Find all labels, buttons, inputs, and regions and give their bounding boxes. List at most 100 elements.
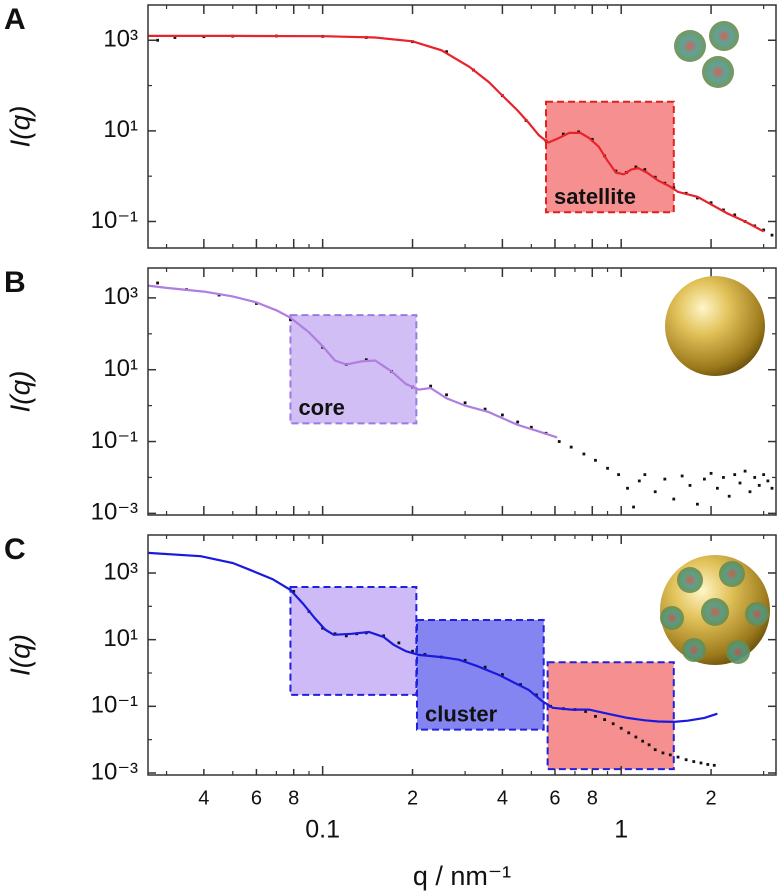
- data-point: [519, 683, 522, 686]
- plot-frame: [147, 267, 777, 516]
- data-point: [344, 634, 348, 638]
- y-tick-label: 10⁻³: [91, 758, 138, 785]
- data-point: [733, 213, 737, 217]
- data-point: [594, 458, 597, 462]
- data-point: [709, 201, 713, 205]
- data-point: [594, 714, 597, 718]
- data-point: [637, 479, 641, 483]
- region-label: cluster: [425, 701, 498, 726]
- fit-curve: [148, 34, 765, 233]
- data-point: [627, 731, 631, 735]
- plot-frame: [147, 4, 777, 249]
- data-point: [715, 486, 719, 490]
- y-tick-label: 10⁻¹: [91, 207, 138, 234]
- data-point: [603, 718, 607, 721]
- y-axis-label: I(q): [4, 634, 35, 676]
- data-point: [692, 760, 696, 763]
- x-tick-label: 4: [497, 787, 508, 809]
- data-point: [757, 484, 761, 487]
- data-point: [743, 469, 747, 473]
- y-axis-label: I(q): [4, 371, 35, 413]
- region-label: core: [298, 395, 344, 420]
- data-point: [699, 761, 703, 765]
- y-tick-label: 10⁻¹: [91, 692, 138, 719]
- data-point: [722, 208, 725, 212]
- panel: satellite 10³ 10¹ 10⁻¹ A I(q): [4, 3, 777, 249]
- y-tick-label: 10³: [103, 558, 138, 585]
- data-point: [561, 132, 565, 136]
- data-point: [684, 758, 688, 762]
- data-point: [676, 755, 680, 759]
- data-point: [709, 471, 713, 475]
- q-range-region: [546, 661, 675, 771]
- x-tick-label: 2: [407, 787, 418, 809]
- data-point: [289, 318, 292, 321]
- y-tick-label: 10⁻¹: [91, 427, 138, 454]
- panel-letter: A: [4, 3, 26, 36]
- data-point: [706, 763, 710, 766]
- plots: satellite 10³ 10¹ 10⁻¹ A I(q) core 10³ 10¹ 10⁻¹ 10…: [4, 3, 777, 891]
- region-label: satellite: [554, 184, 636, 209]
- panel-letter: C: [4, 533, 26, 566]
- q-range-region: [415, 618, 545, 731]
- q-range-region: [289, 586, 418, 696]
- data-point: [483, 407, 487, 411]
- data-point: [582, 452, 586, 456]
- y-tick-label: 10¹: [103, 116, 138, 143]
- data-point: [557, 440, 561, 443]
- data-point: [500, 673, 504, 676]
- y-tick-label: 10¹: [103, 355, 138, 382]
- data-point: [617, 473, 620, 477]
- data-point: [653, 490, 657, 494]
- data-point: [463, 401, 467, 405]
- data-point: [584, 710, 588, 713]
- fit-curve: [147, 284, 558, 439]
- data-point: [703, 477, 706, 481]
- data-point: [762, 228, 766, 232]
- data-point: [762, 473, 766, 477]
- data-point: [722, 476, 725, 479]
- data-point: [445, 50, 448, 54]
- data-point: [429, 384, 433, 388]
- data-point: [766, 479, 770, 483]
- data-point: [680, 474, 684, 478]
- data-point: [292, 590, 296, 593]
- x-tick-label: 6: [549, 787, 560, 809]
- data-point: [156, 38, 160, 42]
- fit-curve: [147, 551, 718, 724]
- y-tick-label: 10⁻³: [91, 499, 138, 526]
- data-point: [688, 484, 692, 487]
- data-point: [626, 486, 629, 490]
- satellite-illustration: [674, 21, 739, 88]
- data-point: [641, 739, 645, 743]
- data-point: [611, 722, 615, 726]
- data-point: [483, 665, 487, 669]
- data-point: [753, 476, 757, 479]
- x-tick-label: 0.1: [305, 816, 340, 844]
- data-point: [634, 165, 638, 169]
- data-point: [748, 490, 752, 494]
- data-point: [672, 497, 676, 501]
- data-point: [535, 693, 538, 697]
- data-point: [364, 358, 368, 362]
- data-point: [663, 477, 667, 481]
- data-point: [727, 494, 731, 498]
- x-tick-label: 8: [587, 787, 598, 809]
- data-point: [661, 751, 665, 755]
- data-point: [712, 763, 716, 767]
- plot-frame: [147, 534, 777, 776]
- data-point: [733, 473, 737, 477]
- panel: core 10³ 10¹ 10⁻¹ 10⁻³ B I(q): [4, 266, 777, 526]
- data-point: [643, 473, 647, 477]
- data-point: [770, 486, 774, 490]
- data-point: [411, 649, 414, 653]
- data-point: [696, 502, 699, 506]
- data-point: [632, 505, 635, 509]
- x-axis-label: q / nm⁻¹: [413, 861, 511, 891]
- cluster-illustration: [660, 555, 770, 665]
- data-point: [516, 420, 520, 424]
- x-tick-label: 4: [198, 787, 209, 809]
- data-point: [643, 168, 647, 171]
- data-point: [529, 425, 533, 429]
- y-tick-label: 10³: [103, 26, 138, 53]
